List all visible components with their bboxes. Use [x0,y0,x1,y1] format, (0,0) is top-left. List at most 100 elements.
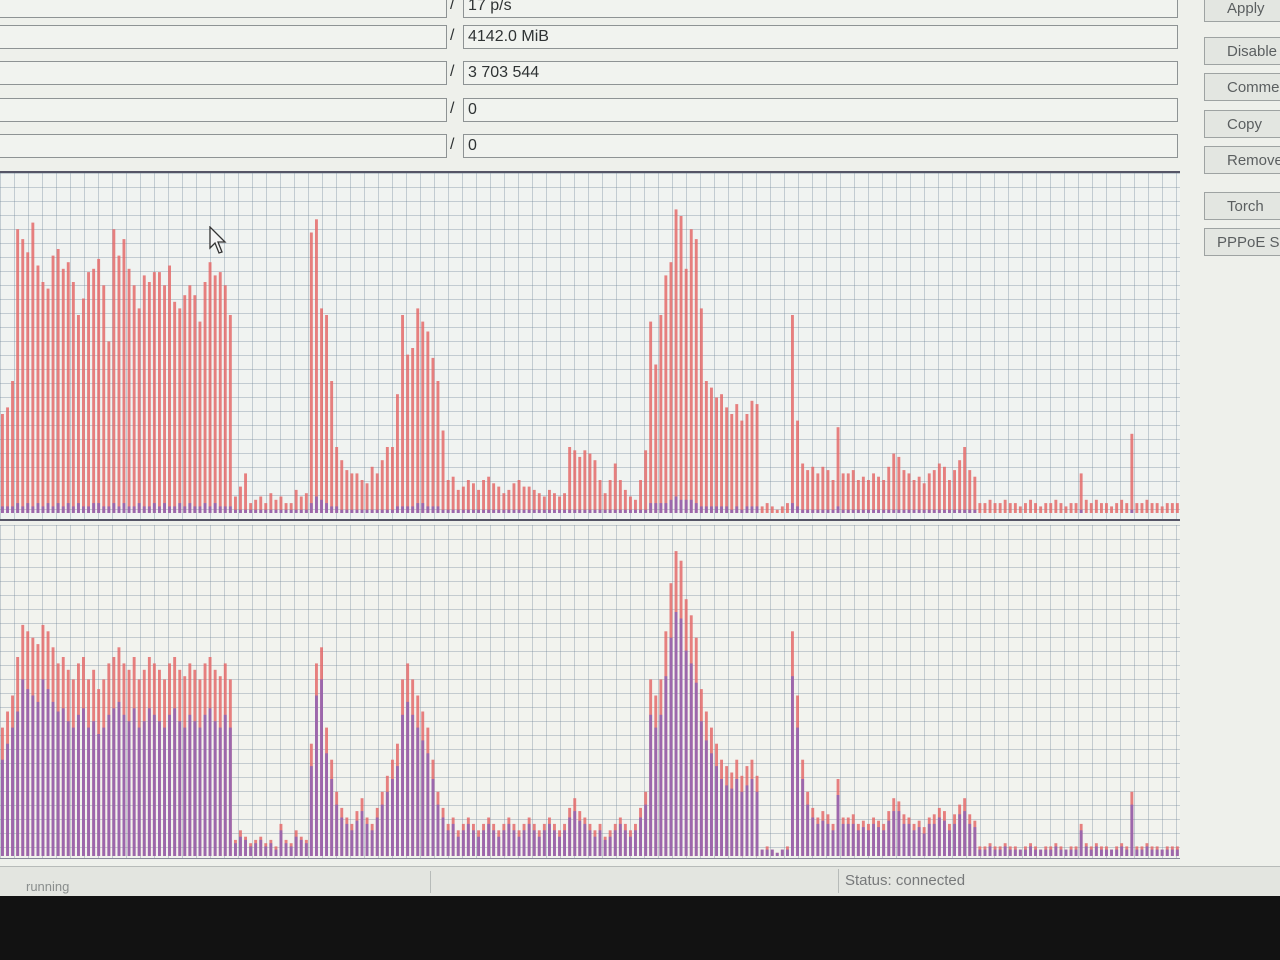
tx-bar [983,503,987,513]
rx-bar [512,509,516,513]
rx-bar [223,506,227,513]
stat-separator: / [450,27,455,44]
tx-bar [1054,499,1058,513]
rx-bar [745,506,749,513]
rx-bar [811,509,815,513]
rx-bar [740,509,744,513]
rx-bar [497,509,501,513]
rx-bar [786,849,789,856]
tx-bar [674,209,678,513]
tx-bar [548,489,551,513]
tx-bar [178,308,182,513]
stat-rx-field [0,134,447,158]
rx-bar [163,727,166,856]
tx-bar [497,486,501,513]
tx-bar [1105,503,1108,513]
rx-bar [1175,849,1179,856]
rx-bar [16,503,20,513]
tx-bar [704,381,708,513]
stat-row-packets: / 3 703 544 [0,61,1180,87]
rx-bar [461,509,465,513]
rx-bar [244,839,247,856]
tx-bar [527,486,531,513]
tx-bar [654,364,658,513]
rx-bar [1049,849,1053,856]
comment-button[interactable]: Comment [1204,73,1280,101]
rx-bar [735,779,739,856]
rx-bar [629,836,632,856]
torch-button[interactable]: Torch [1204,192,1280,220]
pppoe-scan-button[interactable]: PPPoE Scan [1204,228,1280,256]
rx-bar [1130,804,1134,856]
rx-bar [1008,849,1012,856]
rx-bar [66,721,70,856]
rx-bar [411,506,415,513]
rx-bar [41,506,45,513]
remove-button[interactable]: Remove [1204,146,1280,174]
rx-bar [477,509,480,513]
tx-bar [77,315,80,513]
tx-bar [183,295,187,513]
rx-bar [31,695,35,856]
rx-bar [370,509,374,513]
rx-bar [598,830,602,856]
tx-bar [578,456,582,513]
rx-bar [634,509,637,513]
rx-bar [228,727,232,856]
stat-separator: / [450,136,455,153]
tx-bar [1029,499,1032,513]
tx-bar [710,387,713,513]
rx-bar [897,509,901,513]
tx-bar [811,466,815,513]
tx-bar [451,476,455,513]
tx-bar [730,414,734,513]
rx-bar [948,509,951,513]
rx-bar [16,711,20,856]
rx-bar [117,701,121,856]
apply-button[interactable]: Apply [1204,0,1280,22]
rx-bar [917,509,921,513]
tx-bar [522,486,526,513]
rx-bar [325,503,328,513]
tx-bar [796,420,799,513]
rx-bar [720,506,723,513]
stat-value: 0 [468,137,477,154]
rx-bar [629,509,632,513]
tx-bar [87,272,90,513]
rx-bar [502,509,506,513]
rx-bar [623,509,627,513]
rx-bar [816,823,820,856]
rx-bar [1150,849,1154,856]
rx-bar [664,676,668,856]
rx-bar [943,820,946,856]
copy-button[interactable]: Copy [1204,110,1280,138]
rx-bar [51,701,55,856]
tx-bar [193,295,197,513]
rx-bar [289,509,293,513]
rx-bar [188,503,192,513]
tx-bar [21,239,25,513]
rx-bar [775,852,779,856]
rx-bar [1155,849,1159,856]
rx-bar [294,836,298,856]
tx-bar [1003,499,1007,513]
rx-bar [958,814,962,856]
traffic-graph [0,171,1180,521]
rx-bar [365,823,369,856]
rx-bar [315,695,318,856]
rx-bar [558,836,561,856]
rx-bar [350,509,354,513]
rx-bar [203,714,207,856]
rx-bar [340,509,344,513]
rx-bar [244,509,247,513]
rx-bar [466,509,470,513]
stat-tx-field: 0 [463,134,1178,158]
rx-bar [254,843,258,856]
tx-bar [1165,503,1169,513]
rx-bar [396,766,399,856]
rx-bar [1105,849,1108,856]
disable-button[interactable]: Disable [1204,37,1280,65]
rx-bar [208,708,212,856]
stat-value: 3 703 544 [468,64,540,81]
tx-bar [826,470,830,513]
